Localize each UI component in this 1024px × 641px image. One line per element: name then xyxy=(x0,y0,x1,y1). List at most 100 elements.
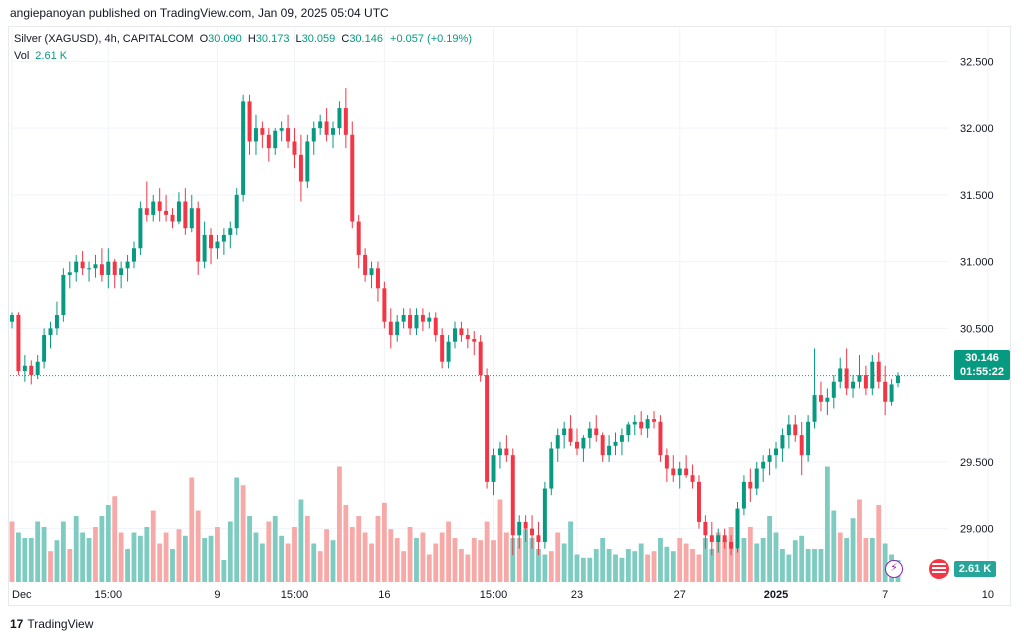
candle xyxy=(741,475,746,516)
volume-bar xyxy=(54,540,60,582)
candle xyxy=(29,360,34,385)
bar-countdown: 01:55:22 xyxy=(959,366,1005,378)
candle-body xyxy=(266,134,271,149)
candle xyxy=(690,464,695,489)
volume-bar xyxy=(459,549,464,582)
candle-body xyxy=(253,128,258,142)
candle-body xyxy=(600,435,605,456)
volume-bar xyxy=(60,521,66,582)
candle-body xyxy=(170,214,175,222)
candle-body xyxy=(594,428,599,436)
candle xyxy=(427,312,432,329)
candle xyxy=(754,461,759,496)
volume-bar xyxy=(831,510,837,582)
lightning-icon[interactable]: ⚡ xyxy=(885,560,903,578)
candle xyxy=(581,435,586,462)
y-tick-label: 32.500 xyxy=(960,56,994,68)
candle-body xyxy=(671,468,676,476)
volume-bar xyxy=(86,538,92,582)
y-tick-label: 29.000 xyxy=(960,524,994,536)
candle xyxy=(388,308,393,349)
volume-bar xyxy=(73,516,79,582)
volume-bar xyxy=(497,499,503,582)
candle xyxy=(80,250,85,275)
candle-body xyxy=(382,288,387,322)
volume-bar xyxy=(857,499,862,582)
us-flag-icon[interactable] xyxy=(929,559,949,579)
candle-body xyxy=(870,361,875,389)
candle xyxy=(375,261,380,302)
candle-body xyxy=(356,221,361,255)
volume-bar xyxy=(150,510,156,582)
y-tick-label: 31.000 xyxy=(960,257,994,269)
candle-body xyxy=(241,101,246,195)
candle-body xyxy=(574,441,579,449)
candle-body xyxy=(440,335,445,362)
candle xyxy=(703,515,708,549)
candle xyxy=(228,221,233,249)
volume-bar xyxy=(407,527,413,582)
volume-bar xyxy=(638,543,644,582)
volume-bar xyxy=(690,549,695,582)
candle-body xyxy=(504,448,509,456)
volume-bar xyxy=(234,477,240,582)
candle xyxy=(619,428,624,456)
volume-bar xyxy=(561,543,567,582)
volume-bar xyxy=(381,502,387,582)
volume-bar xyxy=(394,538,400,582)
candle xyxy=(324,108,329,142)
candle xyxy=(54,301,59,336)
candle xyxy=(298,134,303,202)
volume-bar xyxy=(215,527,220,582)
candle xyxy=(337,101,342,135)
x-tick-label: 15:00 xyxy=(95,589,123,601)
candle-body xyxy=(896,375,900,384)
candle xyxy=(478,335,483,382)
candle xyxy=(16,312,21,376)
volume-bar xyxy=(343,505,349,582)
volume-label: Vol xyxy=(14,50,30,62)
candle-body xyxy=(729,541,734,549)
candle-body xyxy=(414,315,419,329)
x-tick-label: 16 xyxy=(378,589,390,601)
brand-name: TradingView xyxy=(27,617,94,631)
candle-body xyxy=(555,435,560,449)
candle xyxy=(74,254,79,282)
volume-bar xyxy=(202,538,208,582)
volume-bar xyxy=(304,516,310,582)
candle xyxy=(818,381,823,412)
x-tick-label: 10 xyxy=(982,589,994,601)
volume-bar xyxy=(574,554,580,582)
candle-body xyxy=(523,521,528,529)
volume-bar xyxy=(439,532,445,582)
candle xyxy=(632,415,637,436)
candle-body xyxy=(164,210,169,215)
candle xyxy=(716,528,721,553)
volume-bar xyxy=(715,532,721,582)
volume-bar xyxy=(760,538,766,582)
volume-value: 2.61 K xyxy=(35,50,68,62)
candle xyxy=(536,521,541,556)
candle xyxy=(305,134,310,189)
volume-bar xyxy=(876,505,882,582)
volume-bar xyxy=(478,540,484,582)
volume-bar xyxy=(414,538,419,582)
candle xyxy=(517,515,522,549)
candle-body xyxy=(465,335,470,340)
candle-body xyxy=(716,535,721,542)
candle xyxy=(465,328,470,349)
volume-bar xyxy=(619,557,625,582)
candle xyxy=(607,435,612,462)
candle xyxy=(112,258,117,289)
candle xyxy=(812,348,817,429)
candle-body xyxy=(510,455,515,536)
candle-body xyxy=(286,128,291,142)
candle xyxy=(176,192,181,225)
candle xyxy=(793,415,798,442)
candle-body xyxy=(16,315,21,372)
candle-body xyxy=(478,341,483,376)
open-value: 30.090 xyxy=(208,33,242,45)
candle-body xyxy=(388,321,393,336)
volume-bar xyxy=(208,535,214,582)
